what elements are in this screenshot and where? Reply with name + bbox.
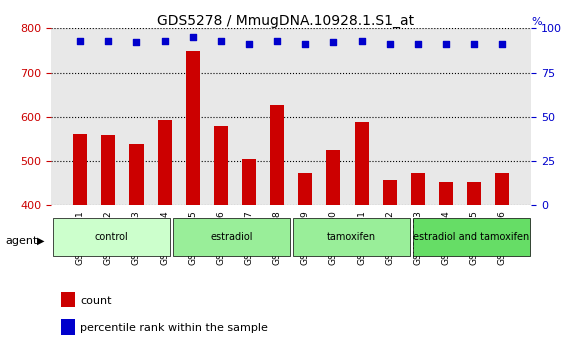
Text: estradiol and tamoxifen: estradiol and tamoxifen xyxy=(413,232,529,242)
Point xyxy=(160,38,169,44)
Bar xyxy=(73,133,87,205)
Text: %: % xyxy=(531,17,542,27)
Point xyxy=(357,38,366,44)
FancyBboxPatch shape xyxy=(53,218,170,256)
Text: percentile rank within the sample: percentile rank within the sample xyxy=(80,323,268,333)
Point xyxy=(216,38,226,44)
Point xyxy=(329,40,338,45)
Bar xyxy=(467,182,481,205)
Text: estradiol: estradiol xyxy=(210,232,252,242)
Bar xyxy=(355,122,368,205)
Point xyxy=(385,41,394,47)
Point xyxy=(498,41,507,47)
FancyBboxPatch shape xyxy=(293,218,409,256)
FancyBboxPatch shape xyxy=(413,218,529,256)
Bar xyxy=(439,182,453,205)
Bar xyxy=(327,150,340,205)
Bar xyxy=(186,51,200,205)
Text: tamoxifen: tamoxifen xyxy=(327,232,376,242)
Point xyxy=(469,41,478,47)
Point xyxy=(132,40,141,45)
Bar xyxy=(495,173,509,205)
Bar xyxy=(158,120,172,205)
Bar xyxy=(61,319,75,335)
Point xyxy=(301,41,310,47)
Point xyxy=(104,38,113,44)
Bar xyxy=(270,105,284,205)
Point xyxy=(441,41,451,47)
Bar xyxy=(411,172,425,205)
FancyBboxPatch shape xyxy=(173,218,289,256)
Text: GDS5278 / MmugDNA.10928.1.S1_at: GDS5278 / MmugDNA.10928.1.S1_at xyxy=(157,14,414,28)
Text: ▶: ▶ xyxy=(37,236,45,246)
Bar xyxy=(61,292,75,307)
Point xyxy=(272,38,282,44)
Bar xyxy=(242,159,256,205)
Point xyxy=(188,34,198,40)
Bar xyxy=(383,180,397,205)
Point xyxy=(244,41,254,47)
Text: agent: agent xyxy=(6,236,38,246)
Point xyxy=(75,38,85,44)
Bar xyxy=(298,173,312,205)
Bar xyxy=(214,126,228,205)
Text: control: control xyxy=(94,232,128,242)
Point xyxy=(413,41,423,47)
Bar xyxy=(101,136,115,205)
Text: count: count xyxy=(80,296,112,306)
Bar xyxy=(130,144,143,205)
